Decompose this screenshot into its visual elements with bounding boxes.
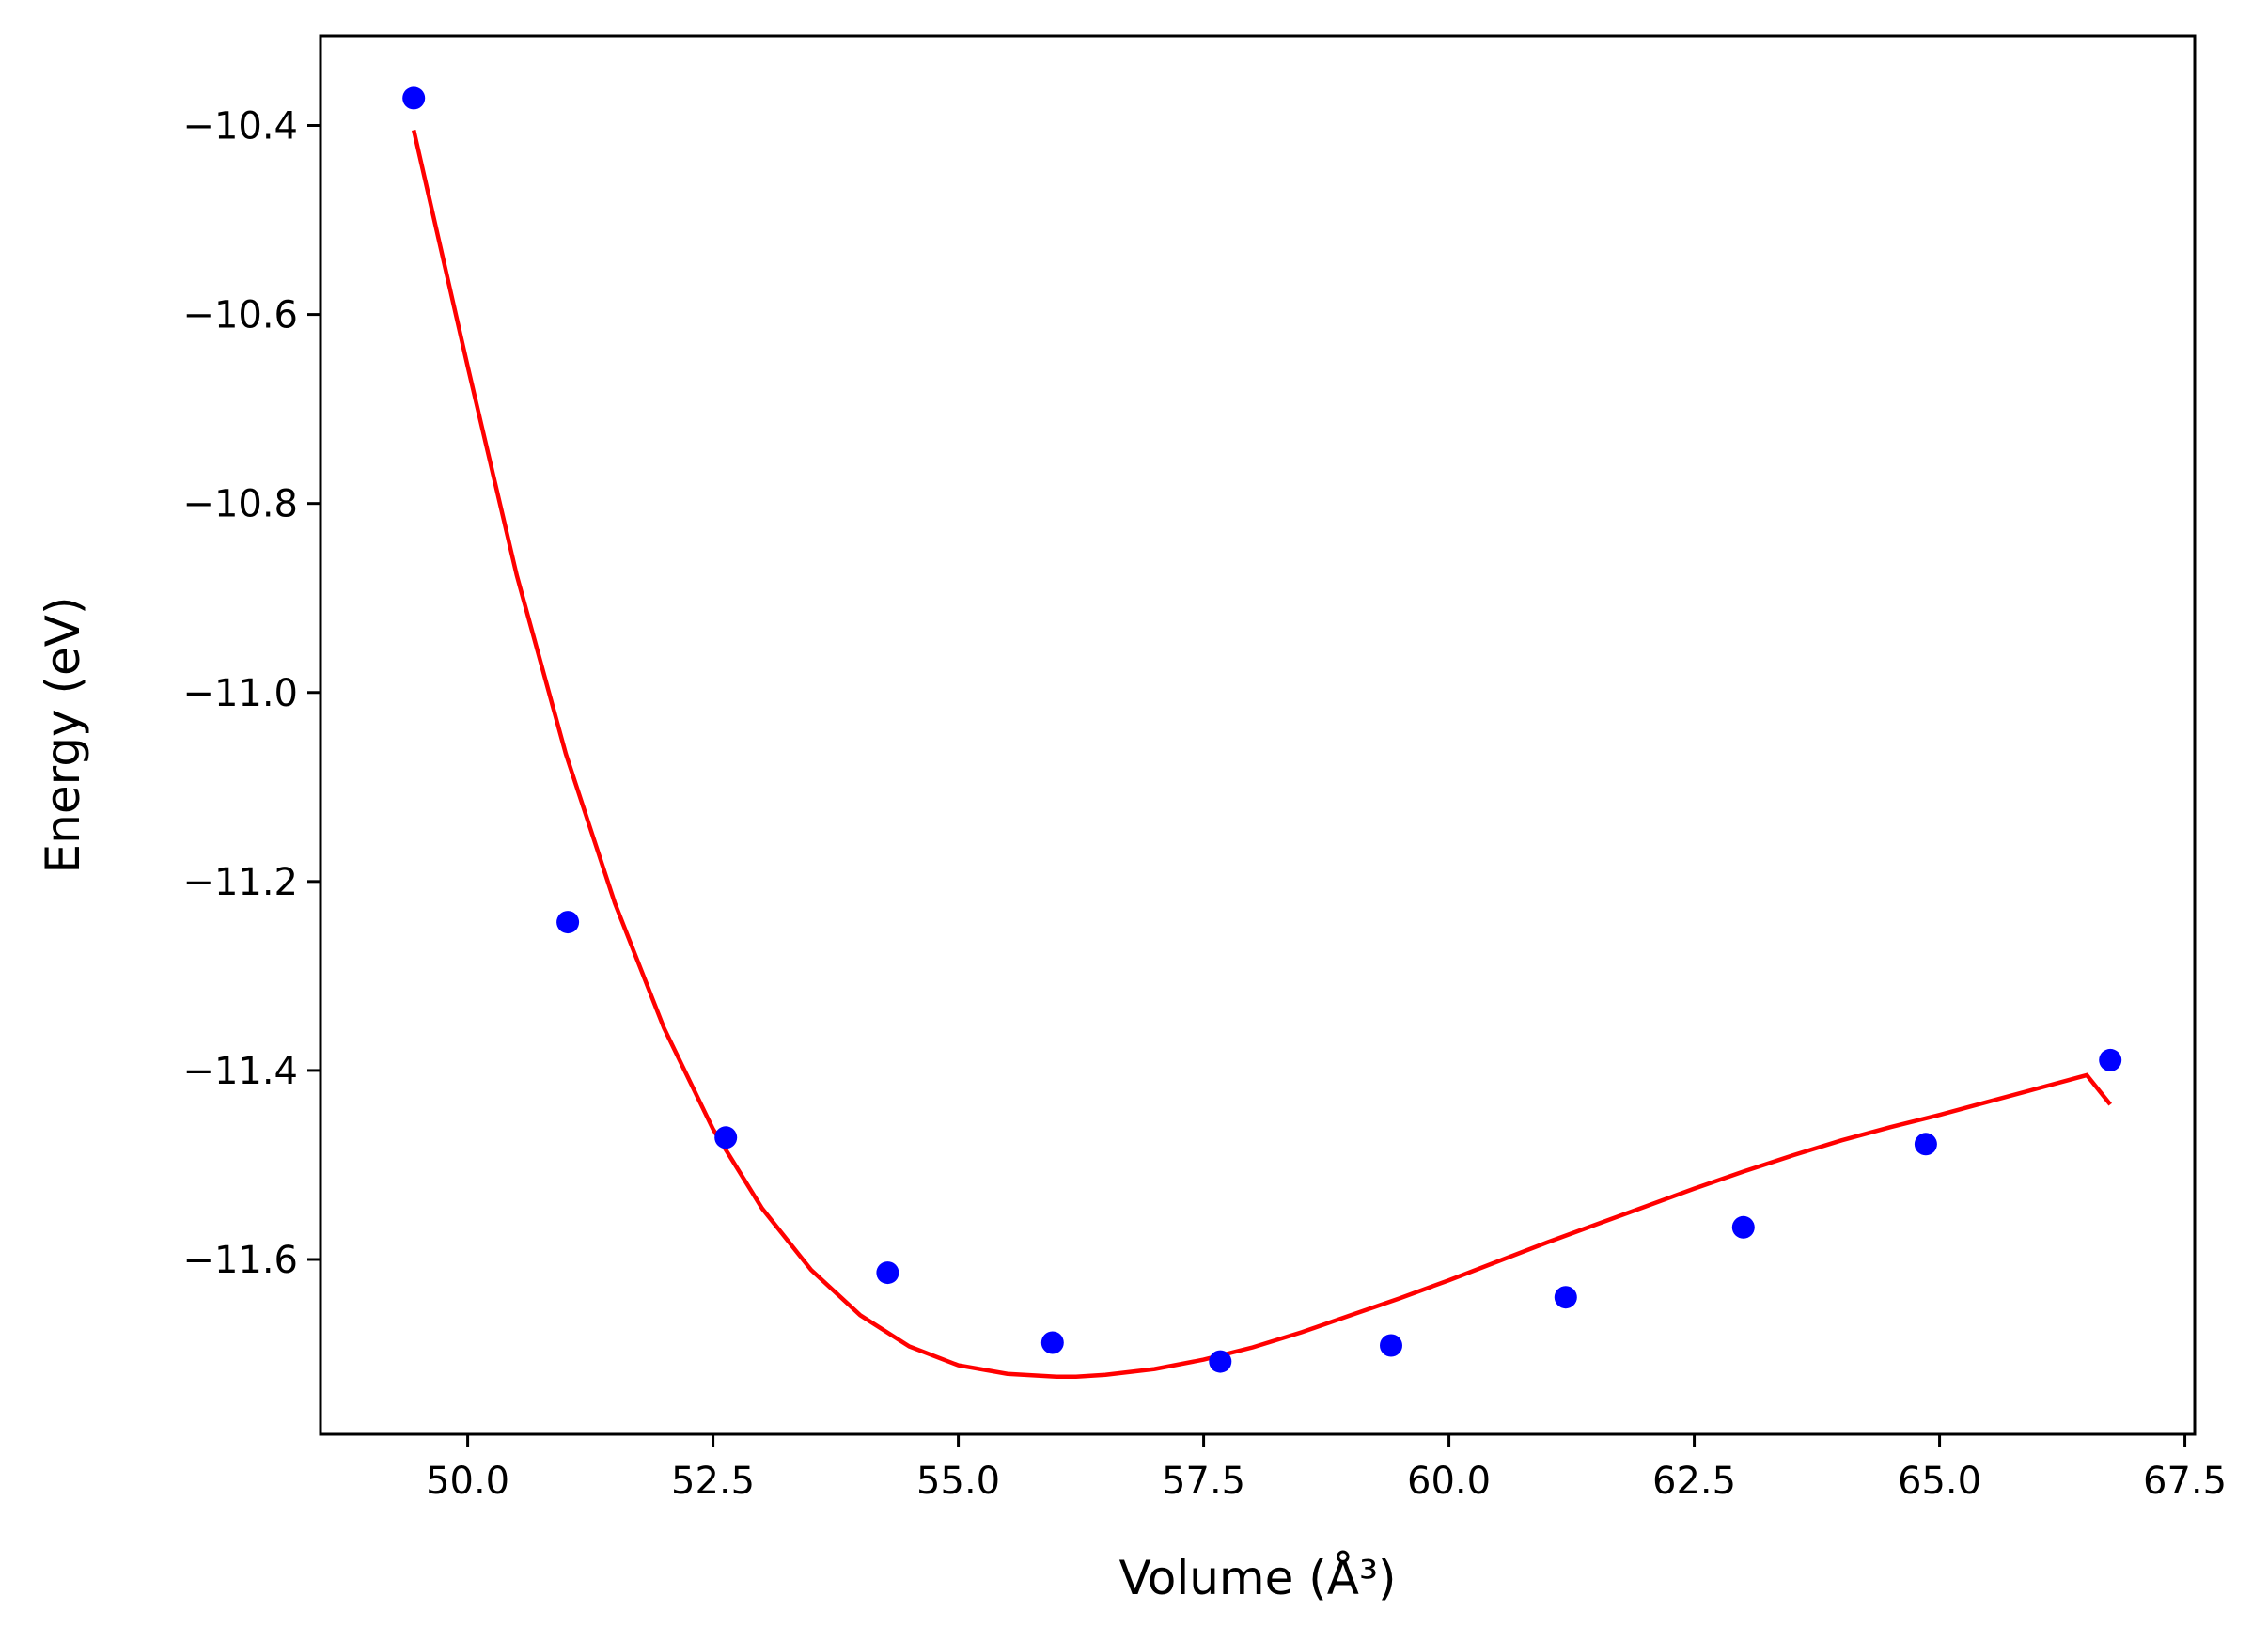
x-tick-label: 50.0	[426, 1460, 509, 1503]
x-tick-label: 52.5	[671, 1460, 755, 1503]
data-point	[556, 911, 580, 934]
x-axis-title: Volume (Å³)	[1118, 1551, 1396, 1605]
x-tick-label: 55.0	[916, 1460, 1000, 1503]
y-axis-ticks: −10.4 −10.6 −10.8 −11.0 −11.2 −11.4 −11.6	[182, 105, 321, 1282]
x-tick-label: 60.0	[1407, 1460, 1491, 1503]
data-point	[1554, 1286, 1577, 1309]
plot-frame	[319, 34, 2197, 1436]
data-point	[876, 1261, 899, 1285]
y-tick-label: −11.2	[182, 861, 298, 904]
y-tick-label: −10.8	[182, 483, 298, 526]
y-tick-label: −10.6	[182, 294, 298, 337]
data-point	[1040, 1331, 1064, 1354]
x-tick-label: 62.5	[1652, 1460, 1736, 1503]
y-tick-label: −11.0	[182, 672, 298, 715]
data-point	[402, 86, 426, 110]
data-point	[2099, 1048, 2122, 1071]
fit-curve	[412, 129, 2112, 1379]
y-axis-title: Energy (eV)	[36, 597, 90, 874]
y-tick-label: −10.4	[182, 105, 298, 149]
x-tick-label: 67.5	[2143, 1460, 2227, 1503]
data-point	[1731, 1215, 1755, 1239]
x-tick-label: 57.5	[1162, 1460, 1245, 1503]
data-point	[1380, 1334, 1402, 1357]
data-point	[714, 1126, 738, 1149]
y-tick-label: −11.6	[182, 1239, 298, 1282]
data-point	[1209, 1350, 1232, 1373]
data-point	[1914, 1133, 1937, 1156]
y-tick-label: −11.4	[182, 1050, 298, 1093]
x-tick-label: 65.0	[1898, 1460, 1981, 1503]
x-axis-ticks: 50.0 52.5 55.0 57.5 60.0 62.5 65.0 67.5	[426, 1434, 2227, 1503]
chart-marks	[402, 86, 2122, 1379]
